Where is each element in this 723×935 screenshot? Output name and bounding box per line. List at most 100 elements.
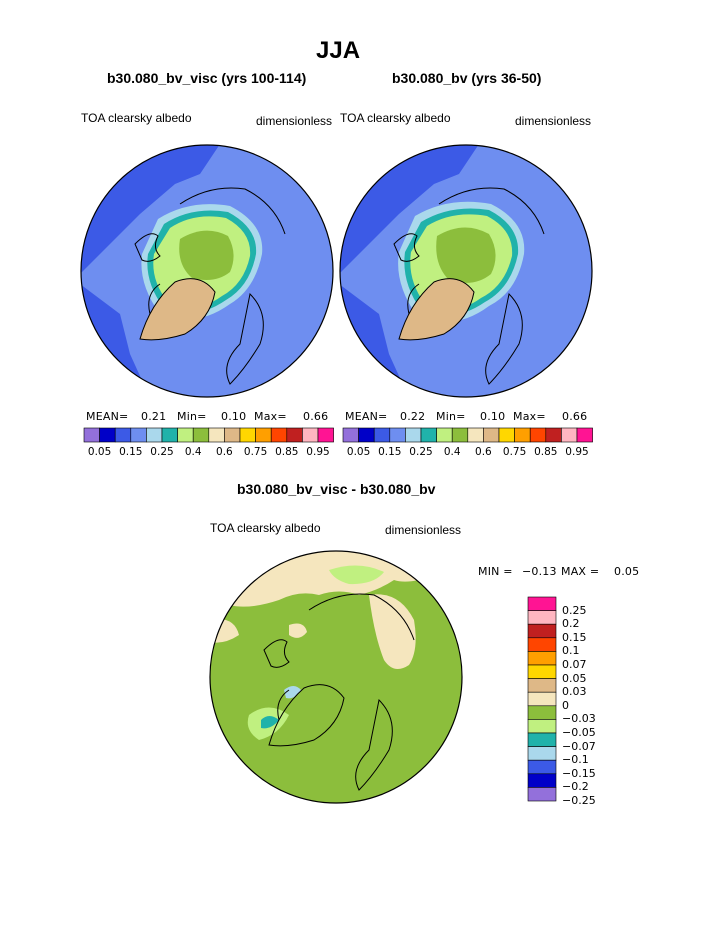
colorbar-swatch <box>114 427 132 443</box>
colorbar-swatch <box>514 427 531 443</box>
colorbar-tick-label: 0.15 <box>119 446 143 458</box>
colorbar-tick-label: 0.85 <box>275 446 299 458</box>
left-colorbar <box>83 427 334 443</box>
colorbar-tick-label: −0.25 <box>562 794 596 807</box>
left-mean-value: 0.21 <box>141 410 167 423</box>
colorbar-swatch <box>527 623 557 639</box>
colorbar-tick-label: −0.05 <box>562 726 596 739</box>
right-variable-label: TOA clearsky albedo <box>340 111 451 125</box>
colorbar-tick-label: 0.05 <box>87 446 112 458</box>
colorbar-swatch <box>527 664 557 679</box>
left-units-label: dimensionless <box>256 114 333 128</box>
left-sea-ice-core <box>179 230 234 280</box>
diff-beige-small <box>289 623 307 638</box>
right-greenland <box>399 278 474 340</box>
colorbar-swatch <box>83 427 100 443</box>
colorbar-tick-label: 0.15 <box>378 446 402 458</box>
colorbar-swatch <box>270 427 288 443</box>
diff-min-label: MIN = <box>478 565 513 578</box>
left-mean-label: MEAN= <box>86 410 129 423</box>
diff-beige-right <box>369 594 416 669</box>
colorbar-tick-label: −0.15 <box>562 766 596 780</box>
colorbar-swatch <box>527 759 557 775</box>
colorbar-swatch <box>527 678 557 693</box>
left-min-label: Min= <box>177 410 207 423</box>
colorbar-tick-label: 0.75 <box>502 446 527 458</box>
colorbar-swatch <box>545 427 562 443</box>
colorbar-tick-label: 0 <box>562 698 569 712</box>
right-mean-label: MEAN= <box>345 410 388 423</box>
colorbar-swatch <box>317 427 334 443</box>
colorbar-tick-label: 0.07 <box>562 658 587 671</box>
colorbar-tick-label: 0.03 <box>562 685 587 699</box>
colorbar-tick-label: 0.4 <box>443 446 461 458</box>
colorbar-tick-label: 0.25 <box>150 446 174 458</box>
right-colorbar <box>342 427 593 443</box>
colorbar-tick-label: −0.03 <box>562 712 596 726</box>
right-mean-value: 0.22 <box>400 410 426 423</box>
colorbar-swatch <box>527 705 557 720</box>
right-min-value: 0.10 <box>480 410 506 423</box>
diff-case-title: b30.080_bv_visc - b30.080_bv <box>237 481 436 497</box>
right-max-value: 0.66 <box>562 410 588 423</box>
colorbar-swatch <box>467 427 484 443</box>
colorbar-swatch <box>192 427 210 443</box>
colorbar-swatch <box>255 427 272 443</box>
left-coastline-1 <box>134 233 264 385</box>
left-coastline-2 <box>139 187 286 341</box>
colorbar-tick-label: 0.05 <box>562 671 587 685</box>
colorbar-swatch <box>208 427 225 443</box>
colorbar-swatch <box>527 637 557 652</box>
colorbar-swatch <box>527 610 557 625</box>
colorbar-tick-label: 0.05 <box>346 446 371 458</box>
colorbar-swatch <box>527 651 557 666</box>
left-min-value: 0.10 <box>221 410 247 423</box>
right-min-label: Min= <box>436 410 466 423</box>
figure-title: JJA <box>316 37 361 64</box>
colorbar-tick-label: 0.85 <box>534 446 558 458</box>
colorbar-swatch <box>527 773 557 788</box>
colorbar-swatch <box>527 746 557 761</box>
colorbar-tick-label: 0.95 <box>306 446 330 458</box>
colorbar-swatch <box>405 427 422 443</box>
right-max-label: Max= <box>513 410 546 423</box>
left-max-value: 0.66 <box>303 410 329 423</box>
right-coastline-2 <box>398 187 545 341</box>
left-greenland <box>140 278 215 340</box>
colorbar-swatch <box>302 427 319 443</box>
diff-min-value: −0.13 <box>522 565 557 578</box>
diff-coastline-2 <box>268 593 415 747</box>
colorbar-tick-label: 0.4 <box>184 446 202 458</box>
colorbar-tick-label: 0.6 <box>216 446 233 458</box>
colorbar-tick-label: 0.2 <box>562 617 580 631</box>
right-coastline-1 <box>393 233 523 385</box>
diff-units-label: dimensionless <box>385 523 462 537</box>
colorbar-swatch <box>529 427 547 443</box>
colorbar-swatch <box>527 691 557 707</box>
diff-colorbar <box>527 596 557 802</box>
colorbar-tick-label: 0.15 <box>562 630 587 644</box>
left-case-title: b30.080_bv_visc (yrs 100-114) <box>107 70 307 86</box>
right-polar-map <box>339 144 593 398</box>
colorbar-tick-label: 0.25 <box>562 603 587 617</box>
colorbar-swatch <box>161 427 178 443</box>
colorbar-swatch <box>561 427 578 443</box>
colorbar-swatch <box>224 427 241 443</box>
colorbar-swatch <box>373 427 391 443</box>
diff-beige-top <box>229 551 439 607</box>
diff-teal-blob <box>261 716 279 729</box>
colorbar-swatch <box>358 427 375 443</box>
colorbar-tick-label: −0.2 <box>562 780 589 794</box>
left-variable-label: TOA clearsky albedo <box>81 111 192 125</box>
colorbar-swatch <box>451 427 469 443</box>
colorbar-swatch <box>420 427 437 443</box>
colorbar-swatch <box>527 787 557 802</box>
diff-polar-map <box>209 550 463 804</box>
diff-variable-label: TOA clearsky albedo <box>210 521 321 535</box>
right-units-label: dimensionless <box>515 114 592 128</box>
colorbar-swatch <box>177 427 194 443</box>
colorbar-swatch <box>498 427 515 443</box>
colorbar-swatch <box>342 427 359 443</box>
colorbar-tick-label: −0.07 <box>562 739 596 753</box>
colorbar-swatch <box>389 427 406 443</box>
